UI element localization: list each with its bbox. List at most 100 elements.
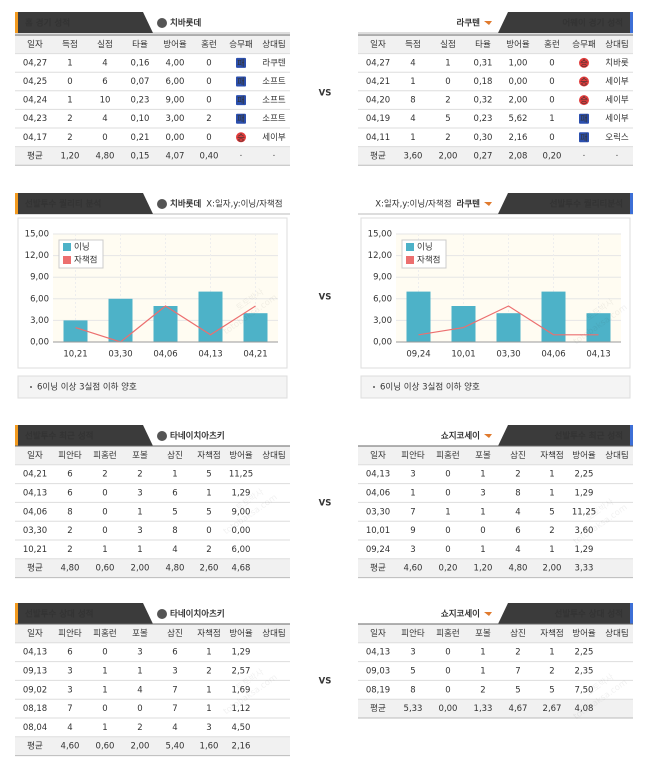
x-tick-label: 03,30 [496, 350, 520, 360]
column-header: 방어율 [163, 39, 187, 50]
column-header: 상대팀 [262, 39, 285, 50]
cell: 09,03 [366, 667, 390, 677]
cell: 0 [102, 704, 107, 714]
column-header: 상대팀 [605, 628, 628, 639]
cell: 0 [67, 77, 72, 87]
cell: 세이부 [605, 95, 629, 106]
average-cell: · [616, 151, 619, 161]
cell: 2 [549, 667, 554, 677]
cell: 6,00 [232, 545, 251, 555]
result: 승 [580, 59, 588, 69]
x-tick-label: 04,06 [541, 350, 565, 360]
y-tick-label: 0,00 [30, 338, 49, 348]
cell: 11,25 [572, 507, 596, 517]
cell: 1,69 [232, 685, 251, 695]
team-name: 라쿠텐 [457, 18, 481, 29]
note-box [17, 375, 288, 399]
average-row [15, 146, 290, 166]
result: 패 [237, 95, 245, 106]
cell: 1 [480, 470, 485, 480]
cell: 3 [410, 545, 415, 555]
cell: 0 [445, 667, 450, 677]
cell: 4 [410, 114, 415, 124]
cell: 04,27 [366, 58, 390, 68]
header-tab [498, 603, 633, 624]
cell: 3 [67, 667, 72, 677]
cell: 8 [172, 526, 177, 536]
y-tick-label: 6,00 [30, 294, 49, 304]
result: 패 [237, 58, 245, 69]
y-tick-label: 3,00 [30, 316, 49, 326]
cell: 5 [549, 685, 554, 695]
average-cell: 2,60 [200, 564, 219, 574]
column-header: 방어율 [229, 628, 253, 639]
team-logo [484, 434, 492, 438]
cell: 0 [549, 58, 554, 68]
cell: 04,23 [23, 114, 47, 124]
cell: 0 [102, 489, 107, 499]
team-logo [157, 609, 167, 619]
cell: 0 [206, 96, 211, 106]
cell: 03,30 [23, 526, 47, 536]
column-header: 포볼 [475, 450, 491, 461]
cell: 0,32 [474, 96, 493, 106]
cell: 0 [137, 704, 142, 714]
column-header: 피홈런 [93, 628, 116, 639]
cell: 2 [137, 723, 142, 733]
cell: 1 [67, 96, 72, 106]
cell: 2 [102, 470, 107, 480]
cell: 0,00 [509, 77, 528, 87]
cell: 세이부 [605, 76, 629, 87]
cell: 04,06 [23, 507, 47, 517]
cell: 5 [206, 470, 211, 480]
average-cell: · [583, 151, 586, 161]
column-header: 자책점 [197, 628, 220, 639]
cell: 6 [67, 489, 72, 499]
cell: 세이부 [605, 113, 629, 124]
cell: 1,12 [232, 704, 251, 714]
column-header: 타율 [132, 40, 148, 50]
cell: 1,00 [509, 58, 528, 68]
cell: 1 [410, 77, 415, 87]
column-header: 승무패 [572, 39, 595, 50]
note-bullet [373, 386, 375, 388]
cell: 5 [549, 507, 554, 517]
cell: 2 [549, 526, 554, 536]
team-name: 타네이치아츠키 [170, 609, 225, 620]
cell: 3 [172, 667, 177, 677]
cell: 0 [206, 77, 211, 87]
column-header: 일자 [27, 40, 43, 50]
cell: 1 [480, 545, 485, 555]
column-header: 홈런 [201, 39, 217, 50]
average-cell: 1,33 [474, 704, 493, 714]
header-title: 선발투수 퀄리티 분석 [25, 199, 101, 210]
cell: 1 [102, 545, 107, 555]
result: 패 [237, 77, 245, 88]
cell: 04,17 [23, 133, 47, 143]
table-head [358, 35, 633, 54]
vs-label: VS [319, 293, 332, 303]
cell: 8 [410, 685, 415, 695]
cell: 4 [102, 114, 107, 124]
cell: 0 [549, 77, 554, 87]
cell: 10,21 [23, 545, 47, 555]
cell: 8 [67, 507, 72, 517]
cell: 5,62 [509, 114, 528, 124]
cell: 5 [206, 507, 211, 517]
average-cell: 4,68 [232, 564, 251, 574]
cell: 0 [445, 489, 450, 499]
cell: 1 [206, 685, 211, 695]
cell: 5 [445, 114, 450, 124]
header-title: 선발투수 상대 성적 [555, 609, 623, 620]
column-header: 실점 [97, 39, 113, 50]
cell: 04,25 [23, 77, 47, 87]
average-cell: 4,60 [404, 564, 423, 574]
result-badge [236, 57, 246, 68]
average-cell: 2,00 [131, 742, 150, 752]
cell: 0 [102, 648, 107, 658]
result-badge [236, 76, 246, 87]
average-cell: 4,80 [166, 564, 185, 574]
bar [541, 291, 566, 342]
legend-label: 자책점 [417, 255, 440, 266]
cell: 1 [172, 470, 177, 480]
